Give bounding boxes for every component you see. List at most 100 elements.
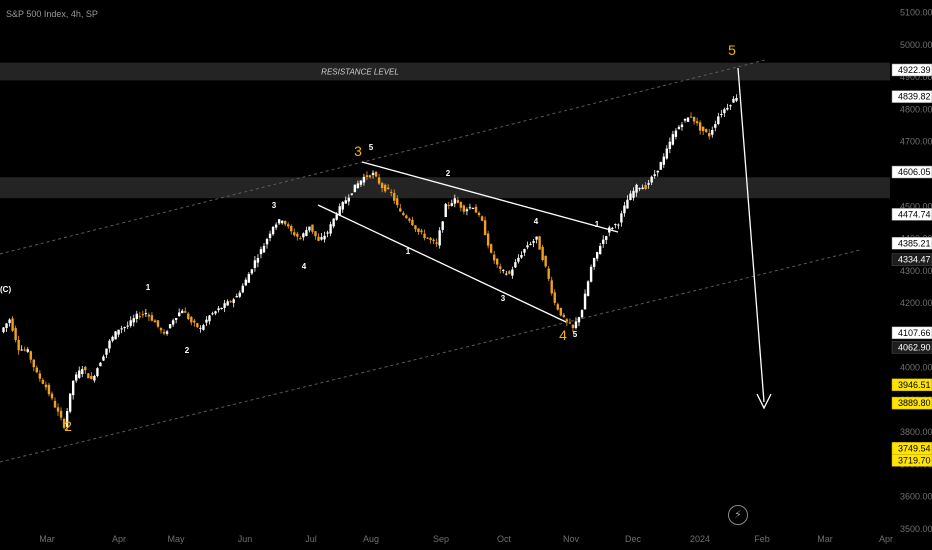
candle-body <box>323 235 326 240</box>
candle-body <box>317 236 320 241</box>
candle-body <box>423 233 426 238</box>
candle-body <box>508 271 511 274</box>
candle-body <box>708 133 711 137</box>
candle-body <box>417 228 420 233</box>
candle-body <box>93 376 96 381</box>
candle-body <box>211 313 214 315</box>
candle-body <box>577 317 581 323</box>
price-tag-label: 3749.54 <box>898 443 931 453</box>
upper-channel-line <box>0 59 766 255</box>
candle-body <box>141 314 145 316</box>
candle-body <box>20 349 23 351</box>
candle-body <box>683 118 687 121</box>
candle-body <box>256 257 260 263</box>
wave-label-minor: 4 <box>534 217 539 226</box>
candle-body <box>386 187 390 190</box>
price-tag <box>891 208 932 221</box>
candle-body <box>553 292 556 303</box>
wave-label-primary: 5 <box>728 42 736 58</box>
candle-body <box>153 320 157 323</box>
candle-body <box>438 230 441 246</box>
x-axis: Mar Apr May Jun Jul Aug Sep Oct Nov Dec 2024 Feb Mar… <box>39 534 893 544</box>
candle-body <box>695 121 699 124</box>
candle-body <box>71 380 75 396</box>
candle-body <box>674 130 678 137</box>
candle-body <box>377 177 381 184</box>
wave-label-primary: 4 <box>559 327 567 343</box>
candle-body <box>499 266 502 269</box>
chart-title: S&P 500 Index, 4h, SP <box>6 9 98 19</box>
candle-body <box>165 331 169 334</box>
candle-body <box>717 116 720 125</box>
candle-body <box>23 349 26 351</box>
candle-body <box>689 116 693 118</box>
projection-arrow-head <box>756 393 772 410</box>
candle-body <box>87 373 90 379</box>
candle-body <box>11 318 14 331</box>
y-tick-label: 3800.00 <box>900 427 932 437</box>
candle-body <box>84 366 87 371</box>
candle-body <box>226 301 229 306</box>
candle-body <box>468 207 472 209</box>
candle-body <box>129 320 132 326</box>
wave-label-minor: 5 <box>369 143 374 152</box>
candle-body <box>586 281 590 296</box>
candle-body <box>232 299 235 303</box>
candle-body <box>692 116 696 122</box>
candle-body <box>162 331 166 334</box>
price-tag <box>891 90 932 103</box>
candle-body <box>665 148 669 159</box>
candle-body <box>202 325 205 330</box>
candle-body <box>502 269 505 271</box>
candle-body <box>229 301 232 303</box>
candle-body <box>235 296 238 298</box>
candle-body <box>120 328 123 330</box>
candle-body <box>480 216 484 221</box>
candle-body <box>556 304 559 310</box>
candle-body <box>287 224 290 227</box>
candle-body <box>65 411 69 427</box>
wave-label-minor: 1 <box>595 220 600 229</box>
candle-body <box>208 315 211 322</box>
lower-channel-line <box>0 249 861 463</box>
candle-body <box>529 243 532 245</box>
candle-body <box>81 369 84 375</box>
x-tick-label: Aug <box>363 534 379 544</box>
candle-body <box>547 268 550 279</box>
price-tag-label: 4922.39 <box>898 65 931 75</box>
candle-body <box>605 236 608 240</box>
candle-body <box>489 244 493 253</box>
y-tick-label: 4900.00 <box>900 72 932 82</box>
candle-body <box>595 252 599 259</box>
candle-body <box>611 227 614 230</box>
x-tick-label: 2024 <box>690 534 710 544</box>
candle-body <box>138 316 142 318</box>
candle-body <box>17 339 20 351</box>
channel-lines <box>0 59 861 463</box>
candle-body <box>347 197 350 202</box>
candle-body <box>168 324 172 329</box>
candle-body <box>704 129 708 132</box>
candle-body <box>538 236 541 250</box>
candle-body <box>177 312 181 317</box>
candle-body <box>26 349 29 352</box>
resistance-zones: RESISTANCE LEVEL <box>0 62 890 199</box>
candle-body <box>514 262 517 268</box>
lightning-icon[interactable]: ⚡ <box>728 505 748 525</box>
candle-body <box>735 98 738 101</box>
candle-body <box>598 246 602 255</box>
x-tick-label: May <box>167 534 185 544</box>
candle-body <box>650 176 653 183</box>
candle-body <box>626 199 629 209</box>
candle-body <box>420 230 423 233</box>
candle-body <box>47 384 51 395</box>
candle-body <box>405 215 408 219</box>
candle-body <box>641 187 644 190</box>
candle-body <box>550 280 553 294</box>
candle-body <box>114 331 117 340</box>
candle-body <box>602 239 605 244</box>
candle-body <box>105 348 108 355</box>
candle-body <box>187 313 190 320</box>
